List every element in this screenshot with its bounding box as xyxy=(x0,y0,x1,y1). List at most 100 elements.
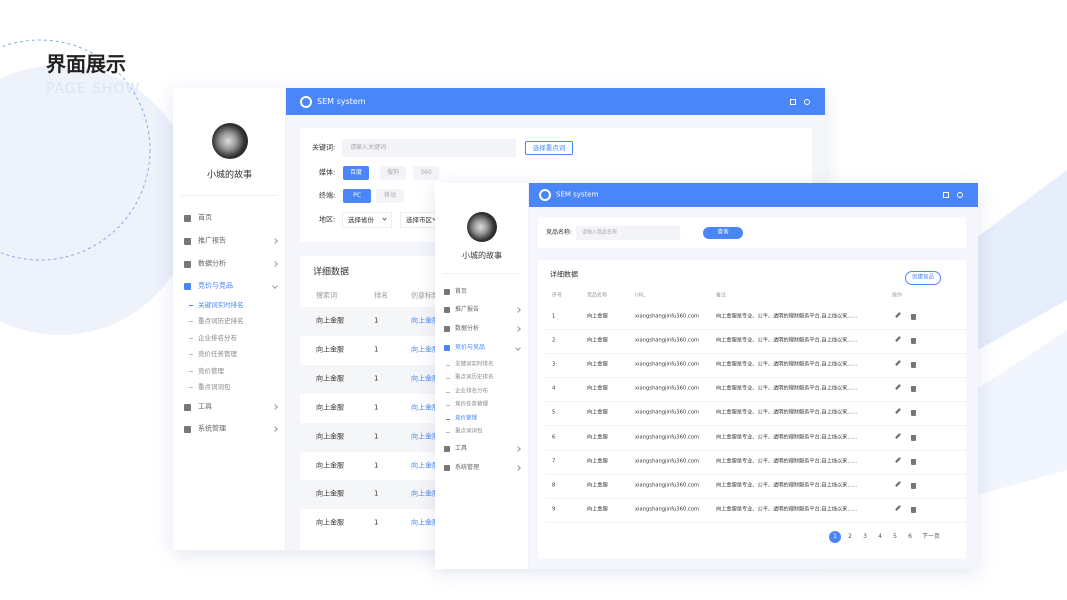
table-cell: 向上金服 xyxy=(587,313,608,320)
submenu-item[interactable]: 竞价任务管理 xyxy=(198,349,237,358)
menu-item[interactable]: 工具 xyxy=(198,402,212,411)
submenu-dash xyxy=(446,392,450,393)
menu-icon xyxy=(184,237,191,245)
submenu-item[interactable]: 企业排名分布 xyxy=(455,388,489,395)
table-cell: 向上金服是专业、公平、透明的理财服务平台,自上线以来...... xyxy=(716,506,858,513)
page-number[interactable]: 3 xyxy=(863,533,867,540)
delete-icon[interactable] xyxy=(911,482,916,489)
table-cell: 向上金服是专业、公平、透明的理财服务平台,自上线以来...... xyxy=(716,313,858,320)
row-line xyxy=(546,473,966,475)
row-line xyxy=(546,401,966,403)
table-cell: xiangshangjinfu360.com xyxy=(635,506,699,513)
option[interactable] xyxy=(413,166,439,180)
option[interactable] xyxy=(380,166,406,180)
table-header: 操作 xyxy=(892,292,903,299)
table-cell: 向上金服是专业、公平、透明的理财服务平台,自上线以来...... xyxy=(716,409,858,416)
row-line xyxy=(546,353,966,355)
delete-icon[interactable] xyxy=(911,362,916,369)
row-line xyxy=(546,377,966,379)
table-cell: 向上金服 xyxy=(587,361,608,368)
menu-item[interactable]: 工具 xyxy=(455,445,468,452)
delete-icon[interactable] xyxy=(911,386,916,393)
delete-icon[interactable] xyxy=(911,506,916,513)
logo xyxy=(539,189,551,201)
submenu-item[interactable]: 重点词词包 xyxy=(455,428,483,435)
table-cell: 向上金服 xyxy=(411,518,439,527)
row-line xyxy=(546,425,966,427)
menu-item[interactable]: 竞价与竞品 xyxy=(455,344,486,351)
keyword-input[interactable] xyxy=(342,139,516,157)
label: 竞品名称: xyxy=(546,229,573,236)
submenu-item[interactable]: 竞价管理 xyxy=(455,415,478,422)
menu-item[interactable]: 首页 xyxy=(198,213,212,222)
submenu-dash xyxy=(446,378,450,379)
menu-item[interactable]: 数据分析 xyxy=(455,325,480,332)
option[interactable] xyxy=(343,166,369,180)
option-label[interactable]: 360 xyxy=(420,169,432,176)
table-cell: 1 xyxy=(374,316,379,325)
fullscreen-icon[interactable] xyxy=(943,192,949,198)
label: 地区: xyxy=(319,215,336,224)
menu-item[interactable]: 系统管理 xyxy=(455,464,480,471)
delete-icon[interactable] xyxy=(911,410,916,417)
page-number[interactable]: 2 xyxy=(848,533,852,540)
table-header: 创意标题 xyxy=(411,291,439,300)
submenu-dash xyxy=(189,338,193,339)
table-cell: 向上金服 xyxy=(316,403,344,412)
placeholder: 请输入关键词 xyxy=(350,144,387,151)
divider xyxy=(443,273,521,274)
menu-icon xyxy=(184,282,191,290)
delete-icon[interactable] xyxy=(911,458,916,465)
page-number[interactable]: 1 xyxy=(833,533,837,540)
search-input[interactable] xyxy=(576,226,680,240)
option-label[interactable]: 百度 xyxy=(349,169,363,176)
option-label[interactable]: PC xyxy=(353,192,361,199)
next-page[interactable]: 下一页 xyxy=(921,533,941,540)
submenu-item[interactable]: 重点词历史排名 xyxy=(455,374,494,381)
power-icon[interactable] xyxy=(804,98,810,105)
page-number[interactable]: 4 xyxy=(878,533,882,540)
submenu-item[interactable]: 关键词实时排名 xyxy=(455,361,494,368)
page-number[interactable]: 6 xyxy=(908,533,912,540)
button[interactable] xyxy=(703,227,743,239)
menu-item[interactable]: 推广报告 xyxy=(455,306,480,313)
select-label: 选择市区 xyxy=(406,215,432,224)
option[interactable] xyxy=(376,189,404,203)
menu-item[interactable]: 推广报告 xyxy=(198,236,226,245)
table-cell: 向上金服 xyxy=(316,316,344,325)
submenu-dash xyxy=(189,305,193,306)
table-card xyxy=(538,260,966,558)
menu-item[interactable]: 数据分析 xyxy=(198,259,226,268)
menu-item[interactable]: 竞价与竞品 xyxy=(198,281,233,290)
table-cell: 向上金服 xyxy=(411,432,439,441)
submenu-dash xyxy=(189,387,193,388)
section-title: 详细数据 xyxy=(550,270,578,279)
delete-icon[interactable] xyxy=(911,434,916,441)
button[interactable] xyxy=(905,271,941,285)
menu-item[interactable]: 首页 xyxy=(455,288,468,295)
submenu-item[interactable]: 竞价任务管理 xyxy=(455,401,489,408)
option-label[interactable]: 移动 xyxy=(383,192,397,199)
page-number[interactable]: 5 xyxy=(893,533,897,540)
submenu-item[interactable]: 关键词实时排名 xyxy=(198,300,244,309)
submenu-item[interactable]: 竞价管理 xyxy=(198,366,224,375)
menu-item[interactable]: 系统管理 xyxy=(198,424,226,433)
submenu-item[interactable]: 企业排名分布 xyxy=(198,333,237,342)
delete-icon[interactable] xyxy=(911,338,916,345)
fullscreen-icon[interactable] xyxy=(790,98,796,105)
delete-icon[interactable] xyxy=(911,314,916,320)
submenu-item[interactable]: 重点词历史排名 xyxy=(198,316,244,325)
button-label: 创建竞品 xyxy=(911,274,935,281)
table-cell: 向上金服 xyxy=(316,345,344,354)
power-icon[interactable] xyxy=(957,192,963,198)
button[interactable] xyxy=(525,141,573,155)
table-cell: xiangshangjinfu360.com xyxy=(635,482,699,489)
option[interactable] xyxy=(343,189,371,203)
option-label[interactable]: 搜狗 xyxy=(386,169,400,176)
table-cell: 向上金服 xyxy=(316,432,344,441)
select[interactable] xyxy=(342,212,392,228)
table-cell: 向上金服 xyxy=(411,316,439,325)
table-cell: 向上金服 xyxy=(587,337,608,344)
submenu-item[interactable]: 重点词词包 xyxy=(198,382,231,391)
